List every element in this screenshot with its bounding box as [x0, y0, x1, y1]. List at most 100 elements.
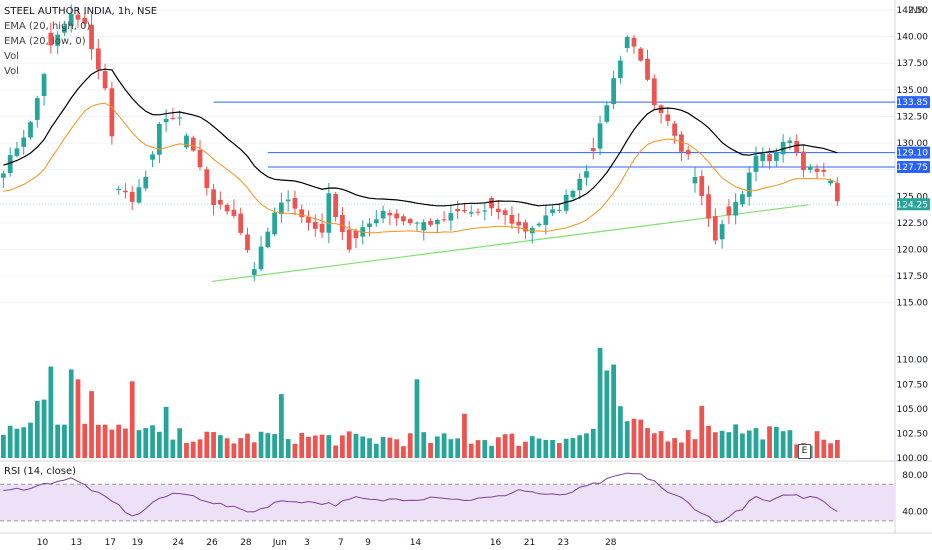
candle-body — [448, 213, 454, 221]
candle-body — [306, 217, 311, 223]
candle-body — [550, 209, 555, 213]
volume-bar — [740, 433, 745, 458]
volume-bar — [136, 430, 142, 458]
volume-bar — [618, 406, 623, 458]
candle-body — [340, 214, 345, 233]
candle-body — [136, 187, 142, 203]
candle-body — [95, 48, 101, 70]
candle-body — [75, 14, 81, 20]
earnings-event-badge[interactable]: E — [798, 444, 811, 459]
volume-bar — [638, 419, 644, 458]
candle-body — [794, 140, 800, 153]
volume-bar — [495, 437, 501, 458]
indicator-ema-low[interactable]: EMA (20, low, 0) — [4, 36, 86, 47]
price-axis[interactable]: 115.00117.50120.00122.50125.00127.50130.… — [897, 6, 931, 518]
indicator-vol-1[interactable]: Vol — [4, 51, 19, 62]
candle-body — [679, 134, 684, 152]
price-label-box — [897, 161, 930, 174]
volume-bar — [190, 441, 196, 458]
ema-low-line — [3, 102, 838, 234]
volume-bar — [272, 434, 277, 458]
volume-bar — [204, 431, 210, 458]
candle-body — [489, 197, 494, 209]
candle-body — [509, 214, 515, 224]
price-tick-label: 122.50 — [897, 219, 929, 229]
legend: STEEL AUTHOR INDIA, 1h, NSE EMA (20, hig… — [4, 4, 157, 79]
candle-body — [455, 208, 461, 212]
candle-body — [475, 211, 481, 213]
volume-bar — [814, 431, 820, 458]
volume-bar — [245, 433, 250, 458]
candle-body — [217, 199, 223, 205]
candle-body — [265, 231, 271, 248]
indicator-rsi[interactable]: RSI (14, close) — [4, 466, 77, 477]
volume-bar — [448, 439, 454, 458]
candle-body — [292, 197, 298, 209]
volume-bar — [712, 432, 718, 458]
volume-bar — [489, 445, 494, 458]
candle-body — [516, 221, 522, 226]
volume-bar — [787, 430, 793, 458]
candle-body — [123, 190, 128, 193]
candle-body — [760, 153, 766, 161]
candle-body — [21, 137, 27, 147]
horizontal-levels[interactable] — [0, 101, 895, 205]
candle-body — [1, 173, 6, 178]
volume-bar — [543, 439, 549, 458]
candle-body — [801, 151, 806, 171]
indicator-ema-high[interactable]: EMA (20, high, 0) — [4, 21, 91, 32]
price-tick-label: 140.00 — [897, 33, 929, 43]
candle-body — [163, 118, 169, 123]
volume-bar — [577, 435, 583, 458]
candle-body — [645, 58, 650, 80]
volume-bar — [699, 405, 705, 458]
candle-body — [116, 188, 122, 190]
candle-body — [28, 122, 33, 138]
volume-bar — [414, 379, 420, 458]
volume-bar — [773, 426, 779, 458]
time-axis[interactable]: 10 13 17 19 24 26 28 Jun 3 7 9 14 16 21 23 28 — [37, 538, 617, 548]
candle-body — [740, 194, 745, 205]
volume-bar — [794, 444, 800, 458]
candle-body — [685, 150, 691, 155]
candle-body — [584, 171, 589, 178]
volume-bar — [48, 366, 54, 458]
price-tick-label: 120.00 — [897, 246, 929, 256]
candle-body — [421, 222, 427, 231]
volume-bar — [340, 435, 345, 458]
volume-bar — [14, 428, 20, 458]
volume-bar — [292, 443, 298, 458]
ema-high-line — [3, 68, 838, 207]
candle-body — [502, 210, 508, 215]
volume-bar — [177, 428, 183, 458]
candle-body — [394, 213, 400, 219]
candle-body — [380, 210, 386, 219]
candle-body — [597, 123, 603, 149]
candle-body — [706, 194, 711, 219]
symbol-title[interactable]: STEEL AUTHOR INDIA, 1h, NSE — [4, 6, 158, 17]
volume-bar — [170, 439, 176, 458]
candle-body — [156, 123, 162, 155]
indicator-vol-2[interactable]: Vol — [4, 66, 19, 77]
volume-bar — [68, 369, 74, 458]
volume-bar — [753, 428, 759, 458]
candle-body — [143, 176, 149, 189]
price-tick-label: 125.00 — [897, 192, 929, 202]
candle-body — [224, 204, 230, 212]
volume-bar — [719, 430, 725, 458]
candle-body — [272, 212, 277, 235]
volume-bar — [217, 435, 223, 458]
price-tick-label: 135.00 — [897, 86, 929, 96]
candle-body — [651, 78, 657, 106]
candle-body — [41, 74, 47, 97]
candle-body — [814, 168, 820, 172]
volume-bar — [529, 436, 535, 458]
volume-bar — [767, 426, 772, 458]
volume-bar — [89, 391, 94, 458]
candle-body — [184, 135, 189, 148]
price-label-text: 127.75 — [897, 163, 929, 173]
volume-tick-label: 107.50 — [897, 380, 929, 390]
candle-body — [245, 234, 250, 251]
volume-bar — [333, 445, 338, 458]
